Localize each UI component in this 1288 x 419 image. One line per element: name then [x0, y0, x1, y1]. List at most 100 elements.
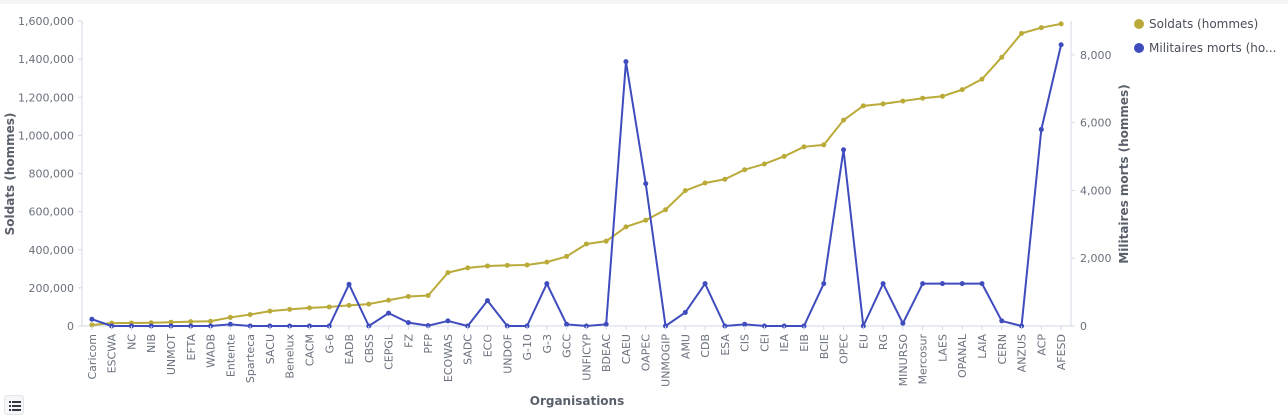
data-point[interactable] [860, 103, 866, 109]
data-point[interactable] [425, 323, 431, 329]
data-point[interactable] [445, 318, 451, 324]
x-tick-label: EIB [798, 334, 811, 352]
series-points [89, 21, 1064, 329]
data-point[interactable] [504, 262, 510, 268]
x-tick-label: CEI [758, 334, 771, 352]
data-point[interactable] [939, 281, 945, 287]
data-point[interactable] [841, 117, 847, 123]
data-point[interactable] [227, 314, 233, 320]
data-point[interactable] [564, 321, 570, 327]
x-tick-label: BCIE [818, 334, 831, 359]
data-point[interactable] [920, 95, 926, 101]
x-tick-label: CEPGL [383, 333, 396, 370]
data-point[interactable] [405, 320, 411, 326]
legend-label[interactable]: Soldats (hommes) [1149, 17, 1258, 31]
data-point[interactable] [366, 301, 372, 307]
data-point[interactable] [1019, 30, 1025, 36]
x-axis-title: Organisations [530, 394, 624, 408]
data-point[interactable] [900, 320, 906, 326]
data-point[interactable] [761, 161, 767, 167]
x-tick-label: NIB [145, 334, 158, 353]
data-point[interactable] [722, 176, 728, 182]
data-point[interactable] [801, 144, 807, 150]
data-point[interactable] [880, 101, 886, 107]
data-point[interactable] [939, 93, 945, 99]
x-tick-label: CBSS [363, 334, 376, 363]
data-point[interactable] [821, 281, 827, 287]
data-point[interactable] [682, 309, 688, 315]
data-point[interactable] [979, 76, 985, 82]
data-point[interactable] [682, 188, 688, 194]
data-point[interactable] [920, 281, 926, 287]
data-point[interactable] [465, 265, 471, 271]
data-point[interactable] [603, 321, 609, 327]
data-point[interactable] [742, 167, 748, 173]
data-point[interactable] [227, 321, 233, 327]
data-point[interactable] [821, 142, 827, 148]
data-point[interactable] [702, 281, 708, 287]
data-point[interactable] [168, 319, 174, 325]
data-point[interactable] [524, 262, 530, 268]
data-point[interactable] [999, 318, 1005, 324]
data-point[interactable] [841, 147, 847, 153]
data-point[interactable] [544, 281, 550, 287]
data-point[interactable] [346, 281, 352, 287]
data-point[interactable] [959, 281, 965, 287]
data-point[interactable] [445, 270, 451, 276]
data-point[interactable] [702, 180, 708, 186]
data-point[interactable] [544, 259, 550, 265]
data-point[interactable] [643, 217, 649, 223]
axes [81, 21, 1072, 327]
data-point[interactable] [208, 318, 214, 324]
y-left-tick-label: 600,000 [29, 206, 75, 219]
data-point[interactable] [188, 319, 194, 325]
x-tick-label: Sparteca [244, 334, 257, 383]
data-point[interactable] [663, 207, 669, 213]
data-point[interactable] [643, 181, 649, 187]
x-tick-label: EFTA [185, 334, 198, 361]
legend-label[interactable]: Militaires morts (ho... [1149, 41, 1276, 55]
data-point[interactable] [484, 263, 490, 269]
data-point[interactable] [583, 241, 589, 247]
legend-toggle-button[interactable] [4, 395, 24, 415]
data-point[interactable] [1058, 42, 1064, 48]
x-tick-label: PFP [422, 334, 435, 354]
data-point[interactable] [267, 308, 273, 314]
data-point[interactable] [999, 54, 1005, 60]
x-tick-label: CACM [303, 334, 316, 366]
data-point[interactable] [89, 316, 95, 322]
data-point[interactable] [1058, 21, 1064, 27]
data-point[interactable] [306, 305, 312, 311]
x-tick-label: FZ [402, 334, 415, 348]
data-point[interactable] [781, 153, 787, 159]
y-left-tick-label: 800,000 [29, 168, 75, 181]
data-point[interactable] [484, 298, 490, 304]
data-point[interactable] [287, 306, 293, 312]
data-point[interactable] [623, 59, 629, 65]
x-tick-label: CDB [699, 334, 712, 358]
x-tick-label: ECOWAS [442, 334, 455, 382]
data-point[interactable] [742, 321, 748, 327]
x-tick-label: CAEU [620, 334, 633, 364]
data-point[interactable] [247, 312, 253, 318]
data-point[interactable] [386, 310, 392, 316]
data-point[interactable] [603, 238, 609, 244]
x-tick-label: Benelux [284, 334, 297, 379]
data-point[interactable] [326, 304, 332, 310]
x-tick-label: G-3 [541, 334, 554, 354]
data-point[interactable] [979, 281, 985, 287]
data-point[interactable] [623, 224, 629, 230]
data-point[interactable] [386, 297, 392, 303]
data-point[interactable] [425, 293, 431, 298]
data-point[interactable] [564, 253, 570, 259]
x-tick-label: UNMOGIP [660, 334, 673, 387]
data-point[interactable] [405, 293, 411, 299]
data-point[interactable] [1038, 126, 1044, 132]
data-point[interactable] [346, 302, 352, 308]
x-tick-label: G-10 [521, 334, 534, 361]
data-point[interactable] [89, 322, 95, 328]
data-point[interactable] [900, 98, 906, 104]
data-point[interactable] [880, 281, 886, 287]
data-point[interactable] [1038, 25, 1044, 31]
data-point[interactable] [959, 87, 965, 93]
